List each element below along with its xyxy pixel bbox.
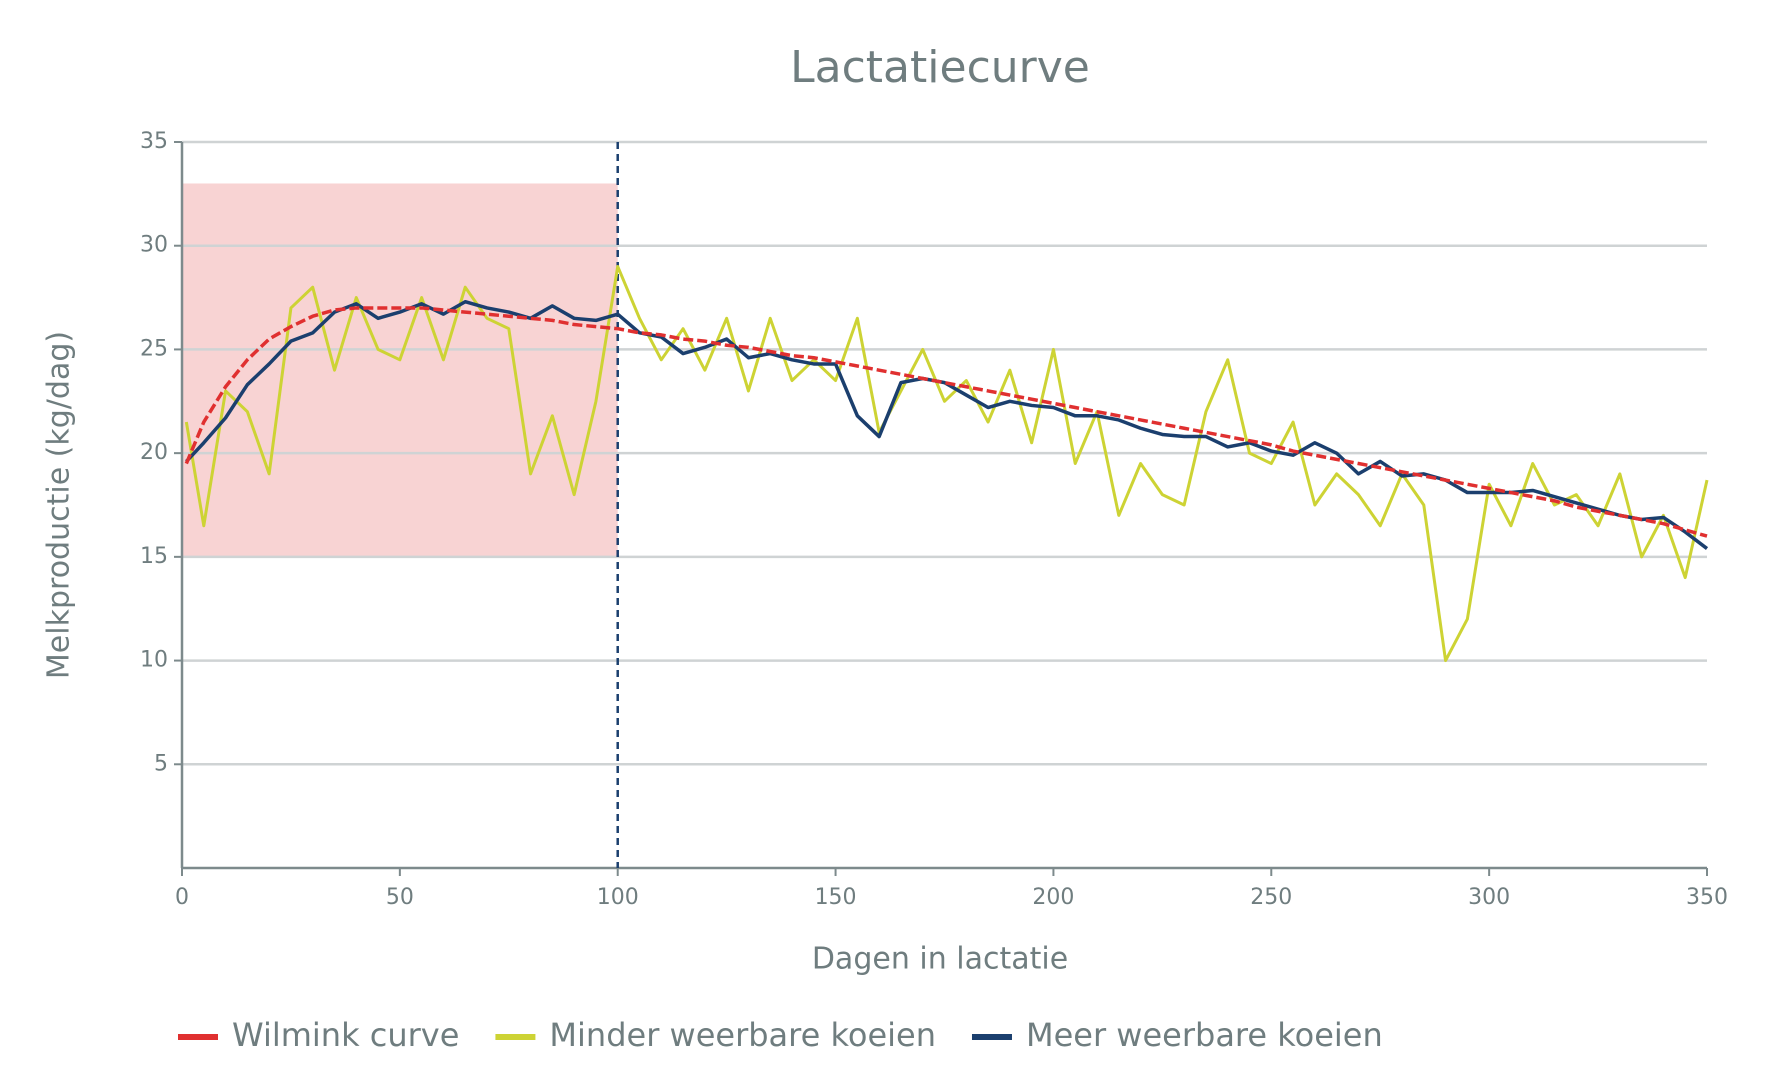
chart-title: Lactatiecurve: [790, 42, 1090, 93]
x-tick-label: 300: [1468, 885, 1510, 910]
y-tick-label: 5: [154, 751, 168, 776]
legend-label: Meer weerbare koeien: [1026, 1016, 1383, 1054]
y-tick-label: 15: [140, 544, 168, 569]
series-line: [184, 306, 1708, 538]
legend-label: Minder weerbare koeien: [549, 1016, 936, 1054]
x-tick-label: 250: [1250, 885, 1292, 910]
shaded-region: [182, 183, 618, 557]
x-tick-label: 200: [1032, 885, 1074, 910]
y-tick-label: 35: [140, 129, 168, 154]
y-tick-label: 30: [140, 233, 168, 258]
y-tick-label: 20: [140, 440, 168, 465]
x-tick-label: 50: [386, 885, 414, 910]
x-tick-label: 150: [815, 885, 857, 910]
x-tick-label: 350: [1686, 885, 1728, 910]
x-tick-label: 0: [175, 885, 189, 910]
y-tick-label: 25: [140, 336, 168, 361]
legend-label: Wilmink curve: [232, 1016, 459, 1054]
series-line: [184, 264, 1709, 663]
x-tick-label: 100: [597, 885, 639, 910]
x-axis-label: Dagen in lactatie: [812, 942, 1068, 977]
y-tick-label: 10: [140, 648, 168, 673]
y-axis-label: Melkproductie (kg/dag): [42, 331, 77, 679]
